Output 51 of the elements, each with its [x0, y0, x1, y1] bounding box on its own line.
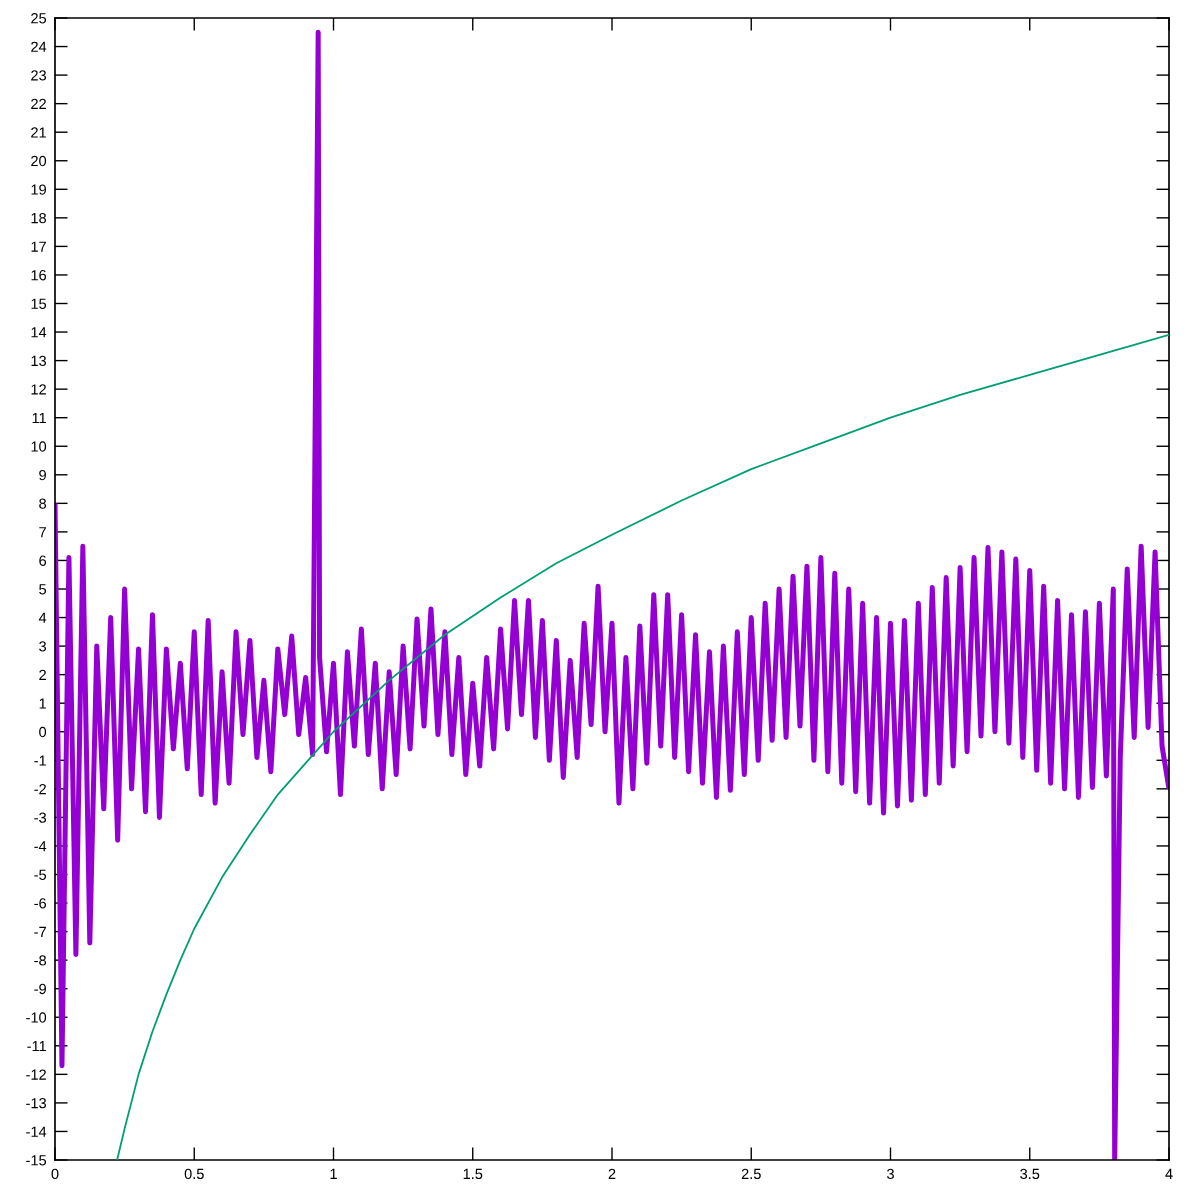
- y-tick-label: -8: [34, 955, 47, 966]
- y-tick-label: 2: [39, 669, 46, 680]
- y-tick-label: 12: [31, 384, 46, 395]
- y-tick-label: 22: [31, 98, 46, 109]
- y-tick-label: 15: [31, 298, 47, 309]
- y-tick-label: 14: [31, 327, 47, 338]
- x-tick-label: 0: [51, 1168, 59, 1180]
- y-tick-label: -9: [34, 983, 46, 995]
- y-tick-label: 7: [39, 527, 46, 538]
- y-tick-label: -4: [34, 841, 47, 852]
- x-tick-label: 1: [330, 1168, 337, 1179]
- y-tick-label: -15: [26, 1155, 47, 1166]
- y-tick-label: 9: [39, 469, 46, 481]
- y-tick-label: 21: [31, 127, 46, 138]
- y-tick-label: 10: [31, 441, 47, 452]
- x-tick-label: 4: [1165, 1168, 1173, 1179]
- y-tick-label: 13: [31, 355, 47, 367]
- y-tick-label: 23: [31, 70, 47, 81]
- y-tick-label: 20: [31, 155, 47, 167]
- x-tick-label: 3: [887, 1168, 894, 1180]
- y-tick-label: -7: [34, 926, 46, 937]
- y-tick-label: -3: [34, 812, 47, 823]
- y-tick-label: 18: [31, 212, 47, 224]
- x-tick-label: 2: [608, 1168, 616, 1179]
- y-tick-label: -5: [34, 869, 47, 880]
- y-tick-label: 4: [38, 612, 47, 623]
- y-tick-label: -6: [34, 898, 47, 909]
- y-tick-label: -11: [27, 1041, 46, 1052]
- y-tick-label: -1: [34, 755, 46, 766]
- y-tick-label: 24: [31, 41, 47, 52]
- y-tick-label: 5: [39, 584, 47, 595]
- y-tick-label: -14: [26, 1126, 47, 1137]
- y-tick-label: -12: [26, 1069, 46, 1080]
- y-tick-label: -13: [26, 1098, 47, 1109]
- y-tick-label: -2: [34, 783, 46, 795]
- y-tick-label: 8: [39, 498, 47, 509]
- x-tick-label: 0.5: [184, 1168, 204, 1180]
- y-tick-label: 25: [31, 13, 47, 24]
- y-tick-label: -10: [26, 1012, 47, 1023]
- line-series: [116, 334, 1169, 1160]
- y-tick-label: 1: [39, 698, 46, 709]
- y-tick-label: 6: [39, 555, 47, 566]
- y-tick-label: 0: [39, 726, 47, 738]
- x-tick-label: 3.5: [1020, 1168, 1040, 1180]
- y-tick-label: 19: [31, 184, 46, 195]
- y-tick-label: 16: [31, 270, 47, 281]
- x-tick-label: 1.5: [463, 1168, 483, 1180]
- y-tick-label: 11: [32, 412, 46, 423]
- y-tick-label: 3: [39, 641, 47, 652]
- y-tick-label: 17: [31, 241, 46, 252]
- x-tick-label: 2.5: [741, 1168, 761, 1180]
